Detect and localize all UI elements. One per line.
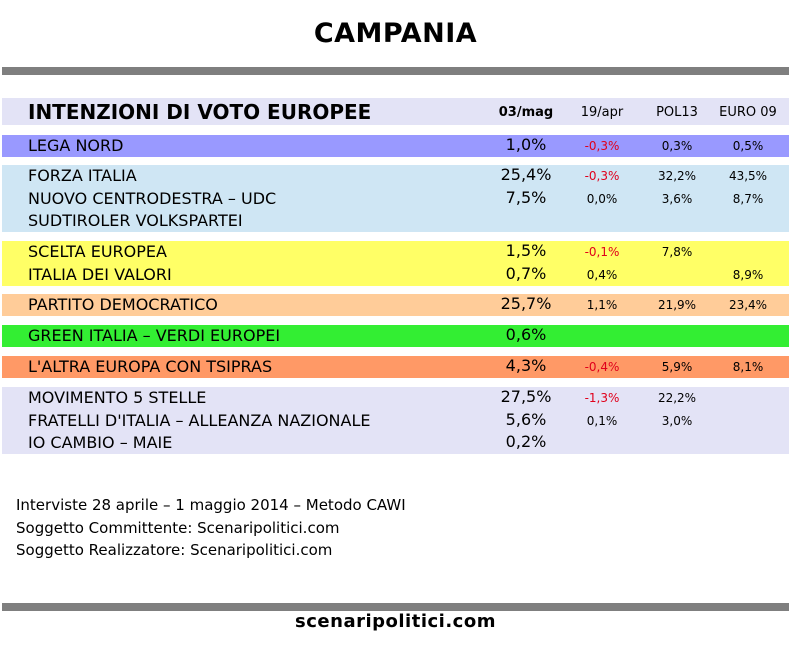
value-current: 0,6% [505, 325, 547, 344]
table-row: ITALIA DEI VALORI 0,7% 0,4% 8,9% [2, 264, 789, 286]
party-group: GREEN ITALIA – VERDI EUROPEI 0,6% [2, 325, 789, 347]
note-interviews: Interviste 28 aprile – 1 maggio 2014 – M… [16, 496, 406, 514]
value-euro09: 0,5% [732, 139, 764, 153]
value-previous: 0,0% [586, 191, 618, 206]
value-current: 5,6% [505, 409, 547, 429]
table-row: FRATELLI D'ITALIA – ALLEANZA NAZIONALE 5,… [2, 410, 789, 432]
value-current: 0,7% [505, 263, 547, 283]
value-pol13: 22,2% [657, 391, 697, 405]
value-pol13: 3,6% [661, 191, 693, 206]
value-previous: -1,3% [584, 391, 620, 405]
value-euro09: 43,5% [728, 169, 768, 183]
table-title: INTENZIONI DI VOTO EUROPEE [28, 100, 372, 124]
column-header-previous: 19/apr [580, 105, 624, 120]
value-pol13: 0,3% [661, 139, 693, 153]
value-current: 1,0% [505, 135, 547, 154]
value-pol13: 7,8% [661, 245, 693, 259]
value-previous: -0,4% [584, 360, 620, 374]
value-previous: -0,1% [584, 245, 620, 259]
party-name: FRATELLI D'ITALIA – ALLEANZA NAZIONALE [28, 410, 371, 430]
value-current: 7,5% [505, 187, 547, 207]
value-current: 25,7% [500, 294, 552, 313]
table-row: SCELTA EUROPEA 1,5% -0,1% 7,8% [2, 241, 789, 263]
table-row: IO CAMBIO – MAIE 0,2% [2, 432, 789, 454]
party-name: FORZA ITALIA [28, 166, 137, 185]
party-name: IO CAMBIO – MAIE [28, 433, 173, 452]
party-group: SCELTA EUROPEA 1,5% -0,1% 7,8% ITALIA DEI VA… [2, 241, 789, 286]
table-row: SUDTIROLER VOLKSPARTEI [2, 210, 789, 232]
page-title: CAMPANIA [313, 18, 478, 49]
table-row: LEGA NORD 1,0% -0,3% 0,3% 0,5% [2, 135, 789, 157]
value-pol13: 32,2% [657, 169, 697, 183]
value-previous: -0,3% [584, 139, 620, 153]
table-row: L'ALTRA EUROPA CON TSIPRAS 4,3% -0,4% 5,9% 8… [2, 356, 789, 378]
value-pol13: 21,9% [657, 298, 697, 312]
value-current: 0,2% [505, 432, 547, 451]
party-name: PARTITO DEMOCRATICO [28, 295, 218, 314]
party-group: L'ALTRA EUROPA CON TSIPRAS 4,3% -0,4% 5,9% 8… [2, 356, 789, 378]
note-realizzatore: Soggetto Realizzatore: Scenaripolitici.c… [16, 541, 333, 559]
party-name: SUDTIROLER VOLKSPARTEI [28, 211, 243, 230]
bottom-divider [2, 603, 789, 611]
column-header-pol13: POL13 [656, 105, 698, 120]
value-euro09: 8,7% [732, 191, 764, 206]
top-divider [2, 67, 789, 75]
value-previous: -0,3% [584, 169, 620, 183]
table-row: FORZA ITALIA 25,4% -0,3% 32,2% 43,5% [2, 165, 789, 187]
value-euro09: 23,4% [728, 298, 768, 312]
party-name: SCELTA EUROPEA [28, 242, 167, 261]
party-group: LEGA NORD 1,0% -0,3% 0,3% 0,5% [2, 135, 789, 157]
value-pol13: 3,0% [661, 413, 693, 428]
party-group: MOVIMENTO 5 STELLE 27,5% -1,3% 22,2% FRATELL… [2, 387, 789, 454]
note-committente: Soggetto Committente: Scenaripolitici.co… [16, 518, 340, 537]
party-name: NUOVO CENTRODESTRA – UDC [28, 188, 277, 208]
party-name: LEGA NORD [28, 136, 124, 155]
value-pol13: 5,9% [661, 360, 693, 374]
survey-notes: Interviste 28 aprile – 1 maggio 2014 – M… [16, 494, 406, 562]
footer-site: scenaripolitici.com [295, 611, 496, 632]
party-group: PARTITO DEMOCRATICO 25,7% 1,1% 21,9% 23,4% [2, 294, 789, 316]
column-header-current: 03/mag [498, 105, 554, 120]
party-group: FORZA ITALIA 25,4% -0,3% 32,2% 43,5% NUOVO CE… [2, 165, 789, 232]
table-row: NUOVO CENTRODESTRA – UDC 7,5% 0,0% 3,6% 8,7% [2, 188, 789, 210]
party-name: MOVIMENTO 5 STELLE [28, 388, 207, 407]
value-current: 4,3% [505, 356, 547, 375]
value-previous: 1,1% [586, 298, 618, 312]
value-previous: 0,1% [586, 413, 618, 428]
value-current: 25,4% [500, 165, 552, 184]
column-header-euro09: EURO 09 [719, 105, 777, 120]
value-euro09: 8,9% [732, 267, 764, 282]
value-euro09: 8,1% [732, 360, 764, 374]
party-name: GREEN ITALIA – VERDI EUROPEI [28, 326, 281, 345]
party-name: ITALIA DEI VALORI [28, 264, 172, 284]
value-previous: 0,4% [586, 267, 618, 282]
party-name: L'ALTRA EUROPA CON TSIPRAS [28, 357, 273, 376]
table-row: MOVIMENTO 5 STELLE 27,5% -1,3% 22,2% [2, 387, 789, 409]
table-row: GREEN ITALIA – VERDI EUROPEI 0,6% [2, 325, 789, 347]
table-row: PARTITO DEMOCRATICO 25,7% 1,1% 21,9% 23,4% [2, 294, 789, 316]
table-header: INTENZIONI DI VOTO EUROPEE 03/mag 19/apr… [2, 98, 789, 125]
value-current: 27,5% [500, 387, 552, 406]
value-current: 1,5% [505, 241, 547, 260]
